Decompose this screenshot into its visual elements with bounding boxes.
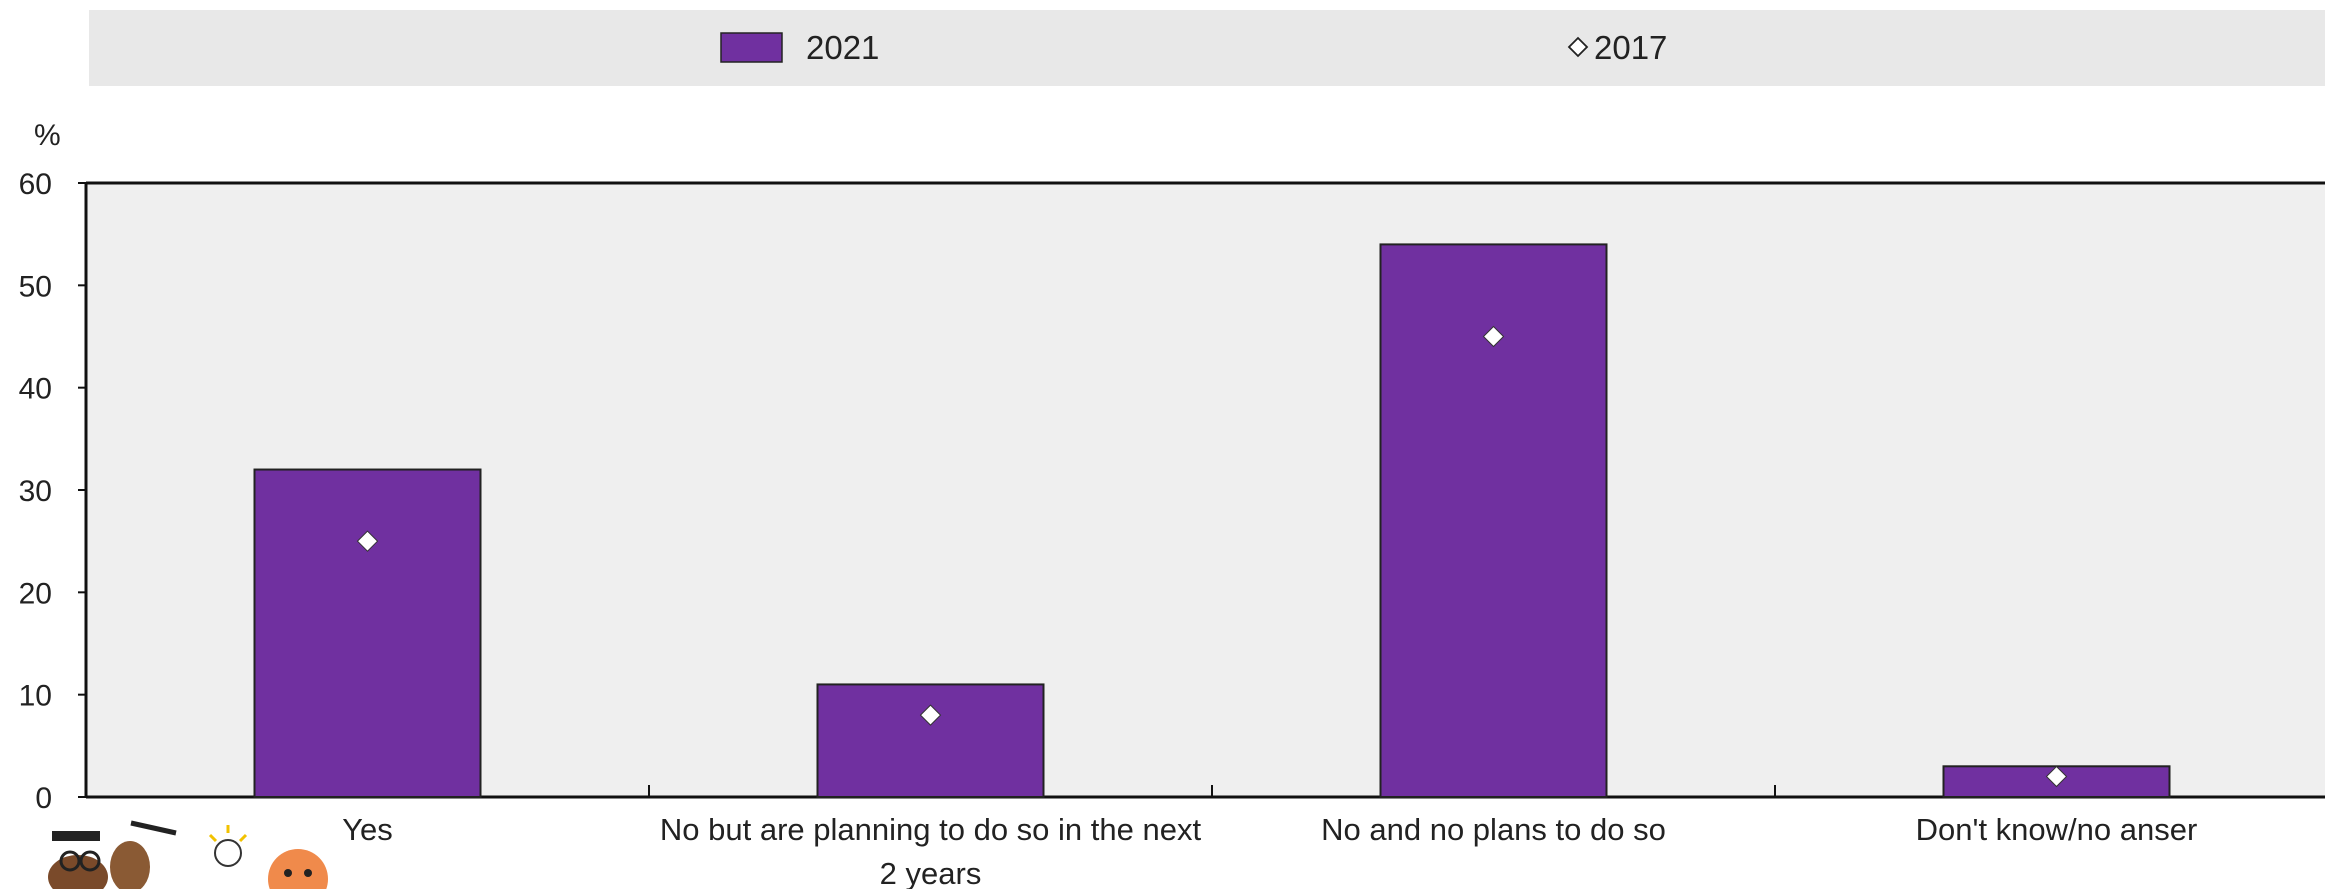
markers-2017 bbox=[356, 325, 2068, 788]
y-tick-label: 50 bbox=[19, 270, 52, 303]
y-axis-ticks: 0 10 20 30 40 50 60 bbox=[19, 168, 86, 815]
marker-2017 bbox=[2045, 765, 2068, 788]
lightbulb-icon bbox=[208, 825, 248, 867]
y-tick-label: 20 bbox=[19, 577, 52, 610]
x-axis-ticks bbox=[648, 785, 1776, 797]
y-tick-label: 60 bbox=[19, 168, 52, 201]
y-tick-label: 40 bbox=[19, 373, 52, 406]
x-axis-category-labels: Yes No but are planning to do so in the n… bbox=[342, 812, 2197, 889]
legend-marker-2017 bbox=[1567, 36, 1589, 58]
legend-label-2021: 2021 bbox=[806, 29, 879, 66]
legend-box bbox=[89, 10, 2325, 86]
y-axis-unit-label: % bbox=[34, 119, 61, 152]
x-category-label: No and no plans to do so bbox=[1321, 812, 1666, 847]
legend-item-2017: 2017 bbox=[1567, 29, 1667, 66]
marker-2017 bbox=[356, 530, 379, 552]
bar-2021 bbox=[253, 468, 482, 798]
bar-2021 bbox=[816, 683, 1045, 799]
x-category-label: No but are planning to do so in the next… bbox=[660, 812, 1202, 889]
x-category-label: Don't know/no anser bbox=[1916, 812, 2198, 847]
legend-label-2017: 2017 bbox=[1594, 29, 1667, 66]
legend-item-2021: 2021 bbox=[720, 29, 879, 66]
y-tick-label: 30 bbox=[19, 475, 52, 508]
marker-2017 bbox=[1482, 325, 1505, 348]
people-illustration-icon bbox=[48, 820, 328, 889]
y-tick-label: 0 bbox=[35, 782, 52, 815]
marker-2017 bbox=[919, 704, 942, 726]
x-category-label: Yes bbox=[342, 812, 393, 847]
legend-swatch-2021 bbox=[720, 32, 783, 63]
y-tick-label: 10 bbox=[19, 680, 52, 713]
